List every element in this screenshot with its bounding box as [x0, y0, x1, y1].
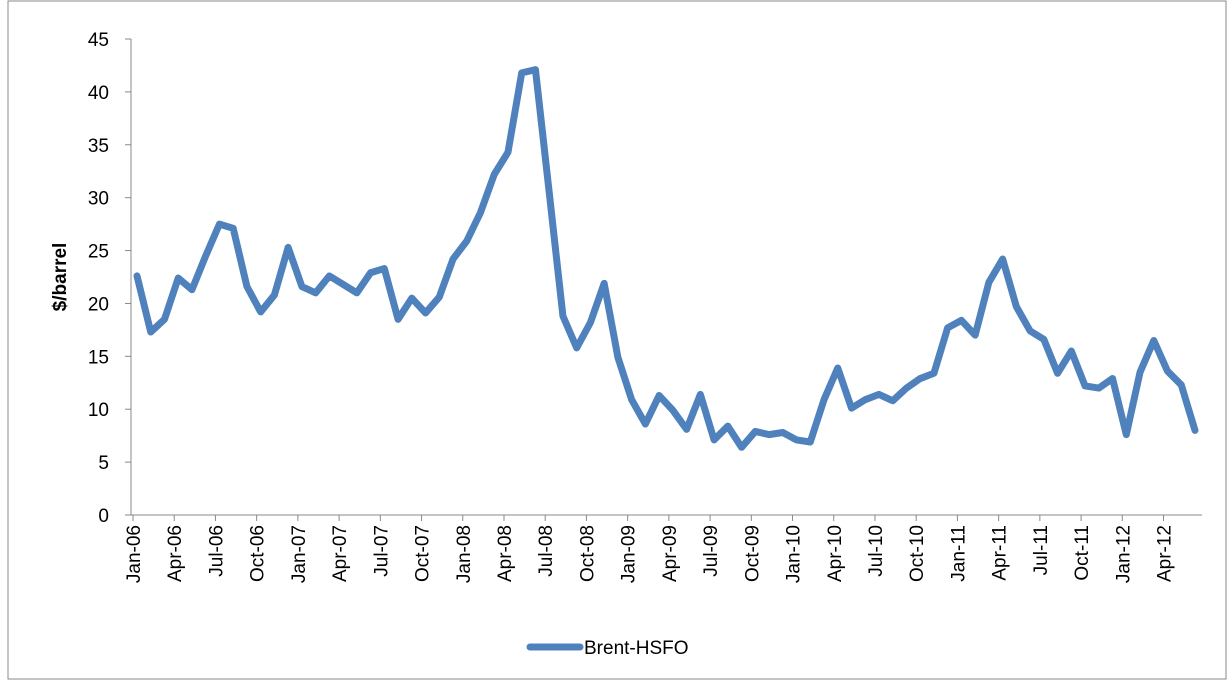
y-tick-label: 20 [88, 294, 109, 315]
y-tick-label: 40 [88, 83, 109, 104]
x-tick-label: Jan-07 [289, 525, 310, 583]
x-tick-label: Jul-10 [866, 525, 887, 577]
x-tick-label: Jan-11 [948, 525, 969, 582]
x-tick-label: Oct-11 [1072, 525, 1093, 581]
y-axis-label: $/barrel [50, 243, 71, 312]
x-tick-label: Jan-10 [784, 525, 805, 583]
x-tick-label: Jul-07 [371, 525, 392, 577]
x-tick-label: Apr-10 [825, 525, 846, 582]
x-tick-label: Oct-09 [742, 525, 763, 582]
x-tick-label: Jan-09 [619, 525, 640, 583]
data-line [133, 66, 1199, 451]
y-tick-label: 30 [88, 189, 109, 210]
x-tick-label: Jul-11 [1031, 525, 1052, 575]
x-tick-label: Apr-08 [495, 525, 516, 582]
y-tick-label: 5 [98, 453, 109, 474]
x-tick-label: Apr-06 [165, 525, 186, 582]
x-tick-label: Oct-06 [248, 525, 269, 582]
x-tick-label: Jul-06 [206, 525, 227, 577]
y-tick-label: 0 [98, 506, 109, 527]
x-tick-label: Oct-08 [577, 525, 598, 582]
x-tick-label: Apr-09 [660, 525, 681, 582]
y-tick-label: 10 [88, 400, 109, 421]
x-tick-label: Apr-12 [1155, 525, 1176, 582]
x-tick-label: Apr-07 [330, 525, 351, 582]
x-tick-label: Jan-12 [1113, 525, 1134, 583]
x-tick-label: Oct-10 [907, 525, 928, 582]
legend-label: Brent-HSFO [584, 638, 689, 659]
x-tick-label: Jul-08 [536, 525, 557, 577]
x-tick-label: Jan-06 [124, 525, 145, 583]
y-tick-label: 45 [88, 30, 109, 51]
x-tick-label: Oct-07 [413, 525, 434, 582]
x-tick-label: Apr-11 [990, 525, 1011, 581]
y-tick-label: 35 [88, 136, 109, 157]
y-tick-label: 25 [88, 242, 109, 263]
x-tick-label: Jul-09 [701, 525, 722, 577]
y-tick-label: 15 [88, 347, 109, 368]
x-tick-label: Jan-08 [454, 525, 475, 583]
